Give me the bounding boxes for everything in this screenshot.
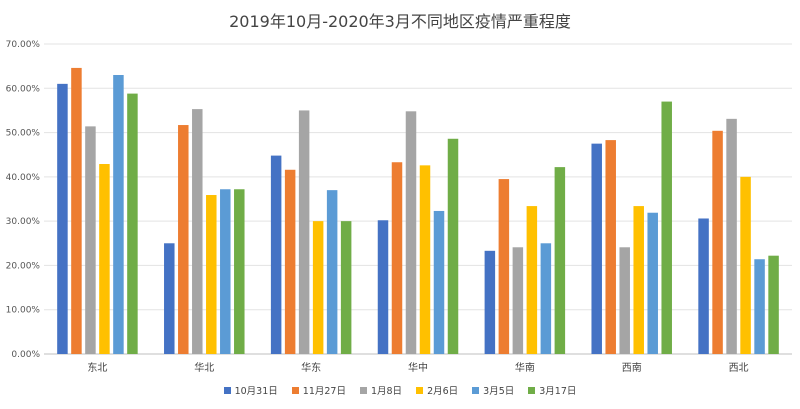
x-category-label: 华北 bbox=[194, 361, 214, 374]
legend-label: 1月8日 bbox=[370, 386, 403, 397]
bar bbox=[540, 243, 552, 354]
bar bbox=[71, 67, 82, 355]
x-category-label: 华中 bbox=[408, 361, 428, 374]
bar bbox=[99, 164, 110, 354]
bar bbox=[326, 190, 338, 354]
bar bbox=[484, 250, 496, 354]
bar bbox=[698, 218, 709, 354]
legend-swatch bbox=[528, 386, 536, 394]
bar bbox=[192, 109, 203, 354]
chart-title: 2019年10月-2020年3月不同地区疫情严重程度 bbox=[229, 12, 571, 31]
bar bbox=[234, 189, 245, 354]
bar bbox=[554, 167, 566, 354]
y-tick-label: 20.00% bbox=[6, 261, 41, 271]
legend-item: 2月6日 bbox=[416, 383, 458, 397]
x-category-label: 西南 bbox=[622, 361, 642, 374]
bar bbox=[619, 247, 630, 354]
bar bbox=[391, 162, 403, 354]
legend-label: 2月6日 bbox=[427, 386, 459, 397]
bar bbox=[768, 255, 779, 354]
bar bbox=[754, 259, 765, 354]
bar bbox=[312, 221, 324, 354]
legend-label: 3月5日 bbox=[483, 386, 515, 397]
x-category-label: 华东 bbox=[301, 361, 321, 374]
bar bbox=[113, 75, 124, 354]
bar bbox=[605, 140, 616, 354]
legend-label: 11月27日 bbox=[302, 386, 346, 397]
bar bbox=[164, 243, 175, 354]
bar bbox=[127, 93, 138, 354]
bar bbox=[498, 179, 510, 354]
legend-swatch bbox=[359, 386, 367, 394]
y-tick-label: 50.00% bbox=[6, 129, 41, 139]
bar bbox=[591, 143, 602, 354]
bar bbox=[298, 110, 310, 354]
chart-legend: 10月31日 11月27日 1月8日 2月6日 3月5日 3月17日 bbox=[0, 383, 800, 397]
bar bbox=[740, 176, 751, 354]
bar bbox=[220, 189, 231, 354]
legend-label: 10月31日 bbox=[234, 386, 278, 397]
legend-swatch bbox=[291, 386, 299, 394]
bar bbox=[178, 125, 189, 355]
bar bbox=[284, 169, 296, 354]
legend-item: 11月27日 bbox=[291, 383, 346, 397]
legend-item: 3月17日 bbox=[528, 383, 576, 397]
bar bbox=[405, 111, 417, 354]
bar bbox=[419, 165, 431, 354]
y-tick-label: 60.00% bbox=[6, 84, 41, 94]
x-category-label: 东北 bbox=[87, 361, 107, 374]
bar bbox=[712, 130, 723, 354]
y-tick-label: 70.00% bbox=[6, 40, 41, 50]
legend-item: 1月8日 bbox=[359, 383, 403, 397]
legend-item: 3月5日 bbox=[472, 383, 514, 397]
y-tick-label: 0.00% bbox=[11, 350, 40, 360]
legend-swatch bbox=[223, 386, 231, 394]
bar bbox=[633, 206, 644, 354]
bar bbox=[647, 212, 658, 354]
bar bbox=[447, 138, 459, 354]
bar bbox=[206, 195, 217, 354]
legend-label: 3月17日 bbox=[539, 386, 577, 397]
bar bbox=[726, 118, 737, 354]
bar bbox=[340, 221, 352, 354]
x-category-label: 西北 bbox=[729, 362, 749, 374]
legend-swatch bbox=[416, 386, 424, 394]
bar bbox=[270, 155, 282, 354]
bar bbox=[85, 126, 96, 354]
legend-item: 10月31日 bbox=[223, 383, 278, 397]
x-category-label: 华南 bbox=[515, 361, 535, 374]
y-tick-label: 30.00% bbox=[6, 217, 41, 227]
bar bbox=[512, 247, 524, 354]
y-tick-label: 10.00% bbox=[6, 306, 41, 316]
legend-swatch bbox=[472, 386, 480, 394]
bar bbox=[433, 210, 445, 354]
y-tick-label: 40.00% bbox=[6, 173, 41, 183]
bar bbox=[57, 83, 68, 354]
bar bbox=[377, 220, 389, 354]
bar bbox=[661, 101, 672, 354]
bar bbox=[526, 206, 538, 354]
